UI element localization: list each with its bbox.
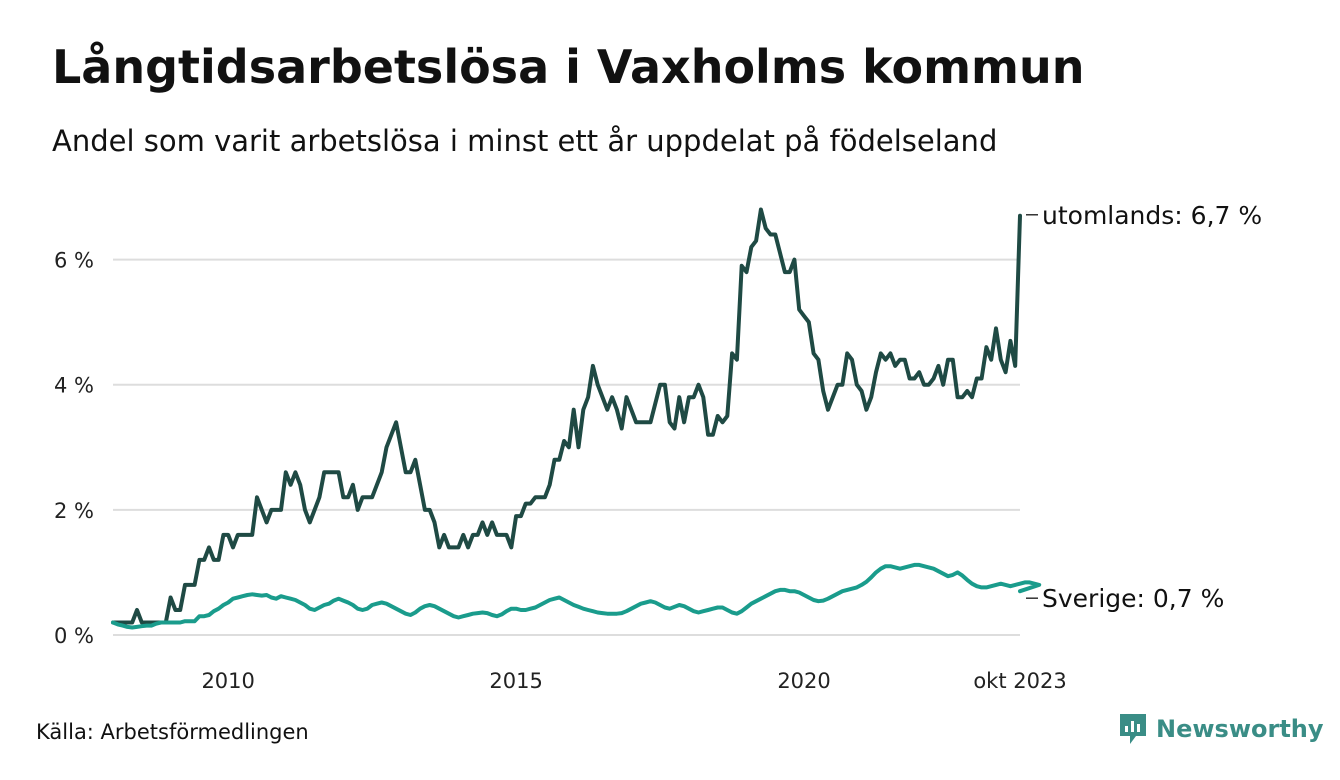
line-chart: 0 % 2 % 4 % 6 % 2010 2015 2020 okt 2023 utomla… xyxy=(54,201,1262,693)
chart-title: Långtidsarbetslösa i Vaxholms kommun xyxy=(52,40,1085,94)
series-line-utomlands xyxy=(111,207,1022,625)
brand-logo: Newsworthy xyxy=(1118,712,1324,746)
y-tick-label: 4 % xyxy=(54,374,94,398)
series-end-label: Sverige: 0,7 % xyxy=(1042,584,1224,613)
newsworthy-logo-icon xyxy=(1120,714,1146,744)
brand-name: Newsworthy xyxy=(1156,715,1324,743)
grid-lines xyxy=(113,258,1020,636)
series-end-labels: utomlands: 6,7 % Sverige: 0,7 % xyxy=(1026,201,1262,613)
x-axis-tick-labels: 2010 2015 2020 okt 2023 xyxy=(201,669,1066,693)
series-line-sverige xyxy=(111,562,1042,630)
series-end-label: utomlands: 6,7 % xyxy=(1042,201,1262,230)
y-tick-label: 0 % xyxy=(54,624,94,648)
y-tick-label: 2 % xyxy=(54,499,94,523)
x-tick-label: 2020 xyxy=(777,669,830,693)
x-tick-label: 2015 xyxy=(489,669,542,693)
y-axis-tick-labels: 0 % 2 % 4 % 6 % xyxy=(54,249,94,648)
source-note: Källa: Arbetsförmedlingen xyxy=(36,720,309,744)
series-lines xyxy=(111,207,1042,630)
y-tick-label: 6 % xyxy=(54,249,94,273)
chart-subtitle: Andel som varit arbetslösa i minst ett å… xyxy=(52,124,998,158)
x-tick-label: okt 2023 xyxy=(973,669,1066,693)
x-tick-label: 2010 xyxy=(201,669,254,693)
